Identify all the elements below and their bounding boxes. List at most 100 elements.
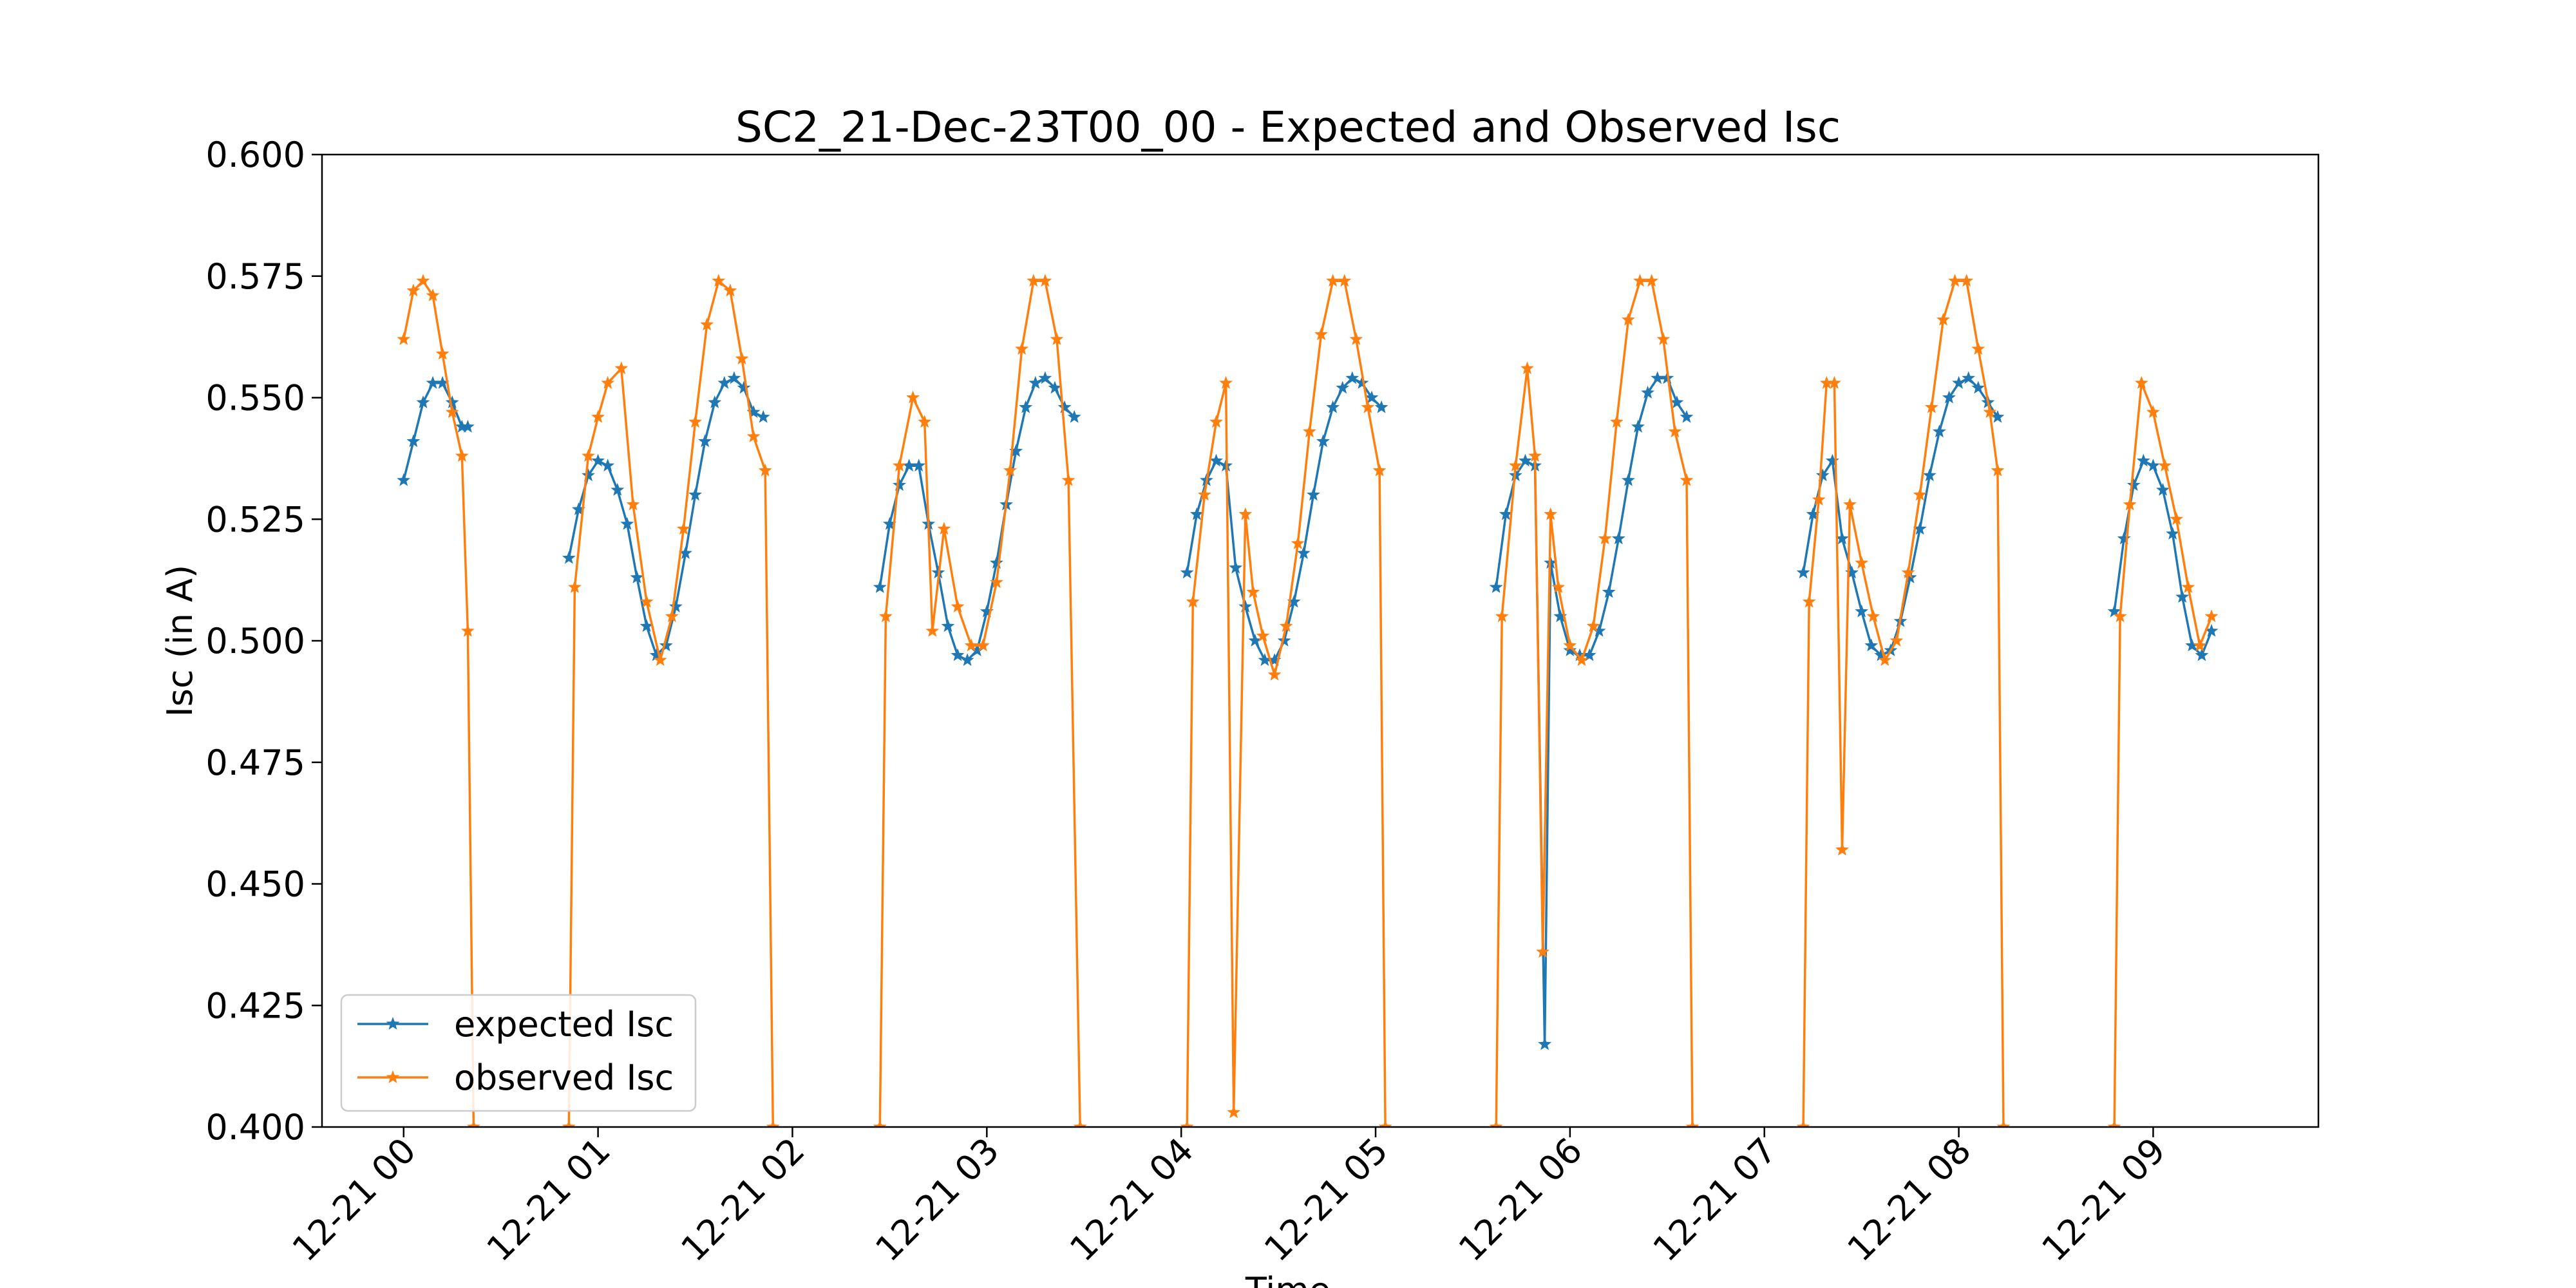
- data-point: [1180, 1120, 1194, 1127]
- y-axis-title: Isc (in A): [160, 565, 200, 717]
- data-point: [1685, 1120, 1700, 1127]
- data-point: [712, 274, 726, 287]
- data-point: [1670, 395, 1684, 408]
- plot-area: [397, 274, 2219, 1127]
- data-point: [717, 375, 732, 389]
- y-tick-label: 0.500: [205, 621, 305, 661]
- data-point: [1015, 342, 1029, 355]
- data-point: [746, 429, 761, 442]
- data-point: [723, 283, 737, 297]
- data-point: [970, 643, 984, 656]
- data-point: [1948, 274, 1962, 287]
- data-point: [878, 609, 893, 623]
- data-point: [1796, 1120, 1810, 1127]
- data-point: [665, 609, 679, 623]
- series-line: [1495, 279, 1694, 1127]
- data-point: [601, 459, 615, 472]
- y-tick-label: 0.475: [205, 743, 305, 783]
- data-point: [426, 375, 440, 389]
- data-point: [1983, 405, 1997, 418]
- data-point: [766, 1120, 780, 1127]
- data-point: [1592, 623, 1606, 637]
- data-point: [445, 405, 459, 418]
- y-tick-label: 0.450: [205, 864, 305, 905]
- y-tick-label: 0.575: [205, 256, 305, 297]
- data-point: [964, 638, 978, 652]
- data-point: [1258, 653, 1272, 667]
- data-point: [2204, 623, 2219, 637]
- data-point: [1866, 609, 1880, 623]
- data-point: [1279, 619, 1293, 632]
- x-axis-title: Time: [1245, 1270, 1331, 1288]
- data-point: [1528, 449, 1542, 462]
- data-point: [567, 580, 582, 593]
- data-point: [1971, 381, 1985, 394]
- data-point: [406, 283, 421, 297]
- data-point: [727, 371, 741, 384]
- data-point: [1256, 629, 1270, 642]
- data-point: [1238, 507, 1253, 520]
- data-point: [1508, 459, 1522, 472]
- data-point: [893, 459, 906, 472]
- data-point: [1878, 653, 1892, 667]
- data-point: [941, 619, 955, 632]
- data-point: [902, 459, 916, 472]
- data-point: [1067, 410, 1081, 423]
- data-point: [1349, 332, 1363, 345]
- data-point: [1326, 400, 1340, 413]
- data-point: [1050, 332, 1064, 345]
- data-point: [2181, 580, 2195, 593]
- data-point: [1219, 375, 1233, 389]
- data-point: [976, 638, 990, 652]
- data-point: [1845, 565, 1859, 579]
- data-point: [1825, 453, 1839, 467]
- data-point: [746, 405, 761, 418]
- data-point: [562, 551, 576, 564]
- data-point: [2134, 375, 2148, 389]
- legend-label: expected Isc: [454, 1004, 674, 1045]
- legend-label: observed Isc: [454, 1057, 674, 1098]
- data-point: [630, 570, 644, 583]
- data-point: [1372, 463, 1387, 477]
- data-point: [1901, 565, 1915, 579]
- data-point: [1812, 493, 1826, 506]
- data-point: [1651, 371, 1665, 384]
- data-point: [1038, 274, 1052, 287]
- data-point: [1314, 327, 1328, 341]
- data-point: [1316, 434, 1330, 448]
- data-point: [1889, 634, 1904, 647]
- data-point: [1326, 274, 1340, 287]
- data-point: [1622, 312, 1635, 326]
- data-point: [1633, 274, 1647, 287]
- data-point: [1038, 371, 1052, 384]
- data-point: [1287, 594, 1301, 608]
- data-point: [620, 516, 634, 530]
- data-point: [1668, 424, 1682, 438]
- data-point: [1307, 488, 1320, 501]
- data-point: [2156, 482, 2170, 496]
- series-line: [402, 382, 468, 481]
- data-point: [1913, 522, 1927, 535]
- data-point: [1586, 619, 1600, 632]
- data-point: [1602, 585, 1616, 598]
- y-axis: 0.400 0.425 0.450 0.475 0.500 0.525 0.550 0.575…: [205, 135, 322, 1148]
- data-point: [2107, 604, 2121, 618]
- data-point: [990, 575, 1003, 589]
- data-point: [1645, 274, 1659, 287]
- data-point: [1922, 468, 1937, 482]
- data-point: [1186, 594, 1200, 608]
- legend-marker: [386, 1070, 400, 1083]
- plot-frame: [321, 153, 2320, 1128]
- data-point: [1622, 473, 1635, 486]
- data-point: [1248, 634, 1262, 647]
- data-point: [1027, 274, 1041, 287]
- series-line: [2113, 382, 2213, 1127]
- data-point: [435, 375, 450, 389]
- data-point: [918, 415, 932, 428]
- y-tick-label: 0.525: [205, 499, 305, 540]
- data-point: [1180, 565, 1194, 579]
- data-point: [2146, 405, 2160, 418]
- data-point: [1843, 497, 1857, 511]
- data-point: [1519, 453, 1532, 467]
- data-point: [1229, 560, 1243, 574]
